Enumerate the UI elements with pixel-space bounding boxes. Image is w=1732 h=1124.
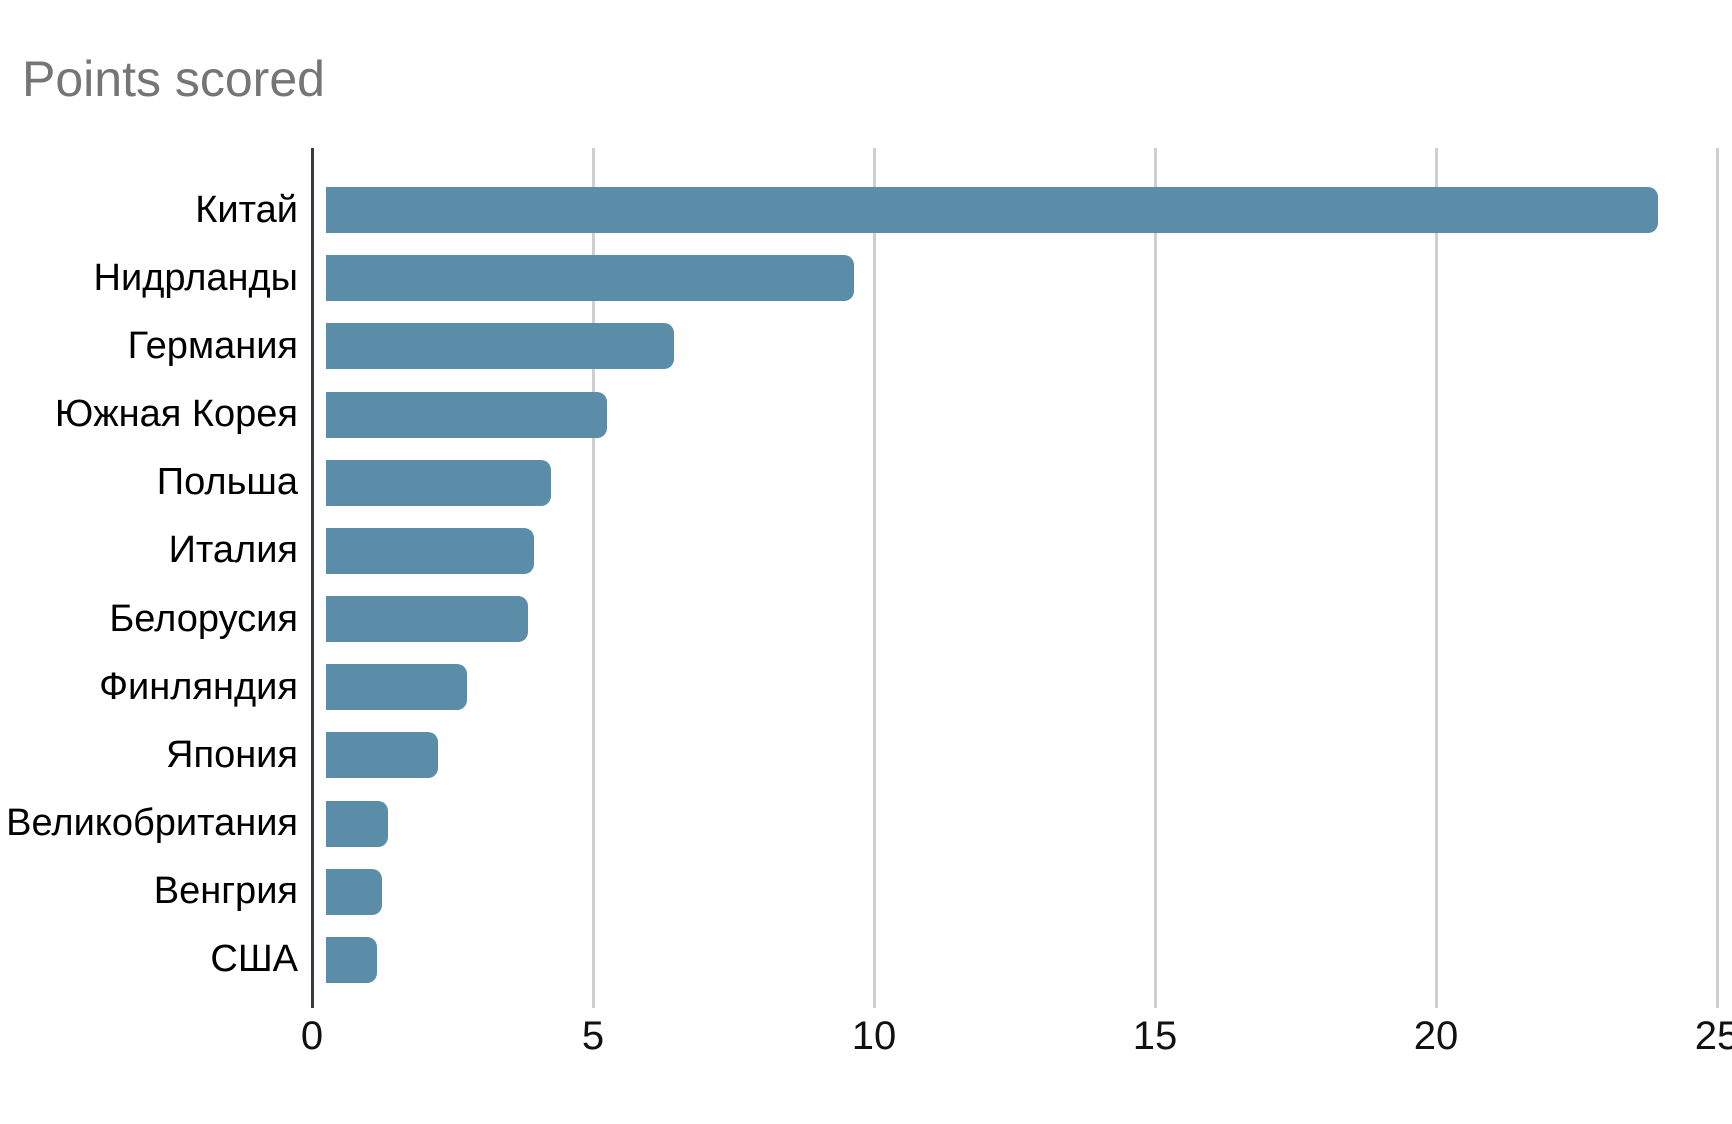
bar-row: Финляндия bbox=[0, 653, 1732, 721]
bar-track bbox=[326, 721, 1731, 789]
bar-Венгрия bbox=[326, 868, 383, 915]
bar-track bbox=[326, 449, 1731, 517]
gridline-15 bbox=[1154, 148, 1157, 1008]
category-label: США bbox=[210, 938, 298, 981]
category-label: Польша bbox=[156, 461, 298, 504]
x-tick-label-25: 25 bbox=[1694, 1014, 1732, 1058]
category-label: Белорусия bbox=[109, 597, 298, 640]
category-label: Германия bbox=[127, 324, 298, 367]
category-label: Италия bbox=[168, 529, 298, 572]
bar-Нидрланды bbox=[326, 255, 855, 302]
bar-row: Белорусия bbox=[0, 585, 1732, 653]
bar-track bbox=[326, 926, 1731, 994]
bar-row: Нидрланды bbox=[0, 244, 1732, 312]
y-axis-line bbox=[311, 148, 314, 1008]
bar-Великобритания bbox=[326, 800, 388, 847]
bar-row: Япония bbox=[0, 721, 1732, 789]
bar-track bbox=[326, 858, 1731, 926]
bar-Южная Корея bbox=[326, 391, 607, 438]
x-tick-label-10: 10 bbox=[851, 1014, 897, 1058]
bar-track bbox=[326, 381, 1731, 449]
category-label: Китай bbox=[195, 188, 298, 231]
bar-row: Китай bbox=[0, 176, 1732, 244]
bar-rows: Китай Нидрланды Германия Южная Корея Польша И… bbox=[0, 148, 1732, 1008]
plot-area bbox=[312, 148, 1719, 1008]
bar-track bbox=[326, 312, 1731, 380]
category-label: Финляндия bbox=[99, 665, 298, 708]
bar-Япония bbox=[326, 732, 439, 779]
bar-track bbox=[326, 585, 1731, 653]
bar-Германия bbox=[326, 323, 675, 370]
x-tick-label-20: 20 bbox=[1413, 1014, 1459, 1058]
bar-Белорусия bbox=[326, 596, 529, 643]
category-label: Великобритания bbox=[6, 802, 298, 845]
category-label: Япония bbox=[166, 733, 298, 776]
gridline-25 bbox=[1716, 148, 1719, 1008]
x-tick-label-15: 15 bbox=[1132, 1014, 1178, 1058]
category-label: Южная Корея bbox=[54, 393, 298, 436]
bar-США bbox=[326, 936, 377, 983]
bar-row: Германия bbox=[0, 312, 1732, 380]
bar-Италия bbox=[326, 527, 534, 574]
bar-track bbox=[326, 517, 1731, 585]
bar-track bbox=[326, 653, 1731, 721]
x-tick-label-5: 5 bbox=[581, 1014, 605, 1058]
bar-row: Великобритания bbox=[0, 790, 1732, 858]
bar-track bbox=[326, 790, 1731, 858]
bar-track bbox=[326, 176, 1731, 244]
bar-row: Италия bbox=[0, 517, 1732, 585]
gridline-5 bbox=[592, 148, 595, 1008]
category-label: Нидрланды bbox=[93, 256, 298, 299]
bar-Китай bbox=[326, 187, 1658, 234]
bar-Финляндия bbox=[326, 664, 467, 711]
bar-row: Южная Корея bbox=[0, 381, 1732, 449]
bar-row: Польша bbox=[0, 449, 1732, 517]
bar-track bbox=[326, 244, 1731, 312]
chart-title: Points scored bbox=[22, 51, 325, 107]
category-label: Венгрия bbox=[153, 870, 298, 913]
gridline-20 bbox=[1435, 148, 1438, 1008]
gridline-10 bbox=[873, 148, 876, 1008]
bar-Польша bbox=[326, 459, 551, 506]
bar-row: США bbox=[0, 926, 1732, 994]
x-tick-label-0: 0 bbox=[300, 1014, 324, 1058]
x-axis-labels: 0 5 10 15 20 25 bbox=[0, 1014, 1732, 1074]
bar-row: Венгрия bbox=[0, 858, 1732, 926]
